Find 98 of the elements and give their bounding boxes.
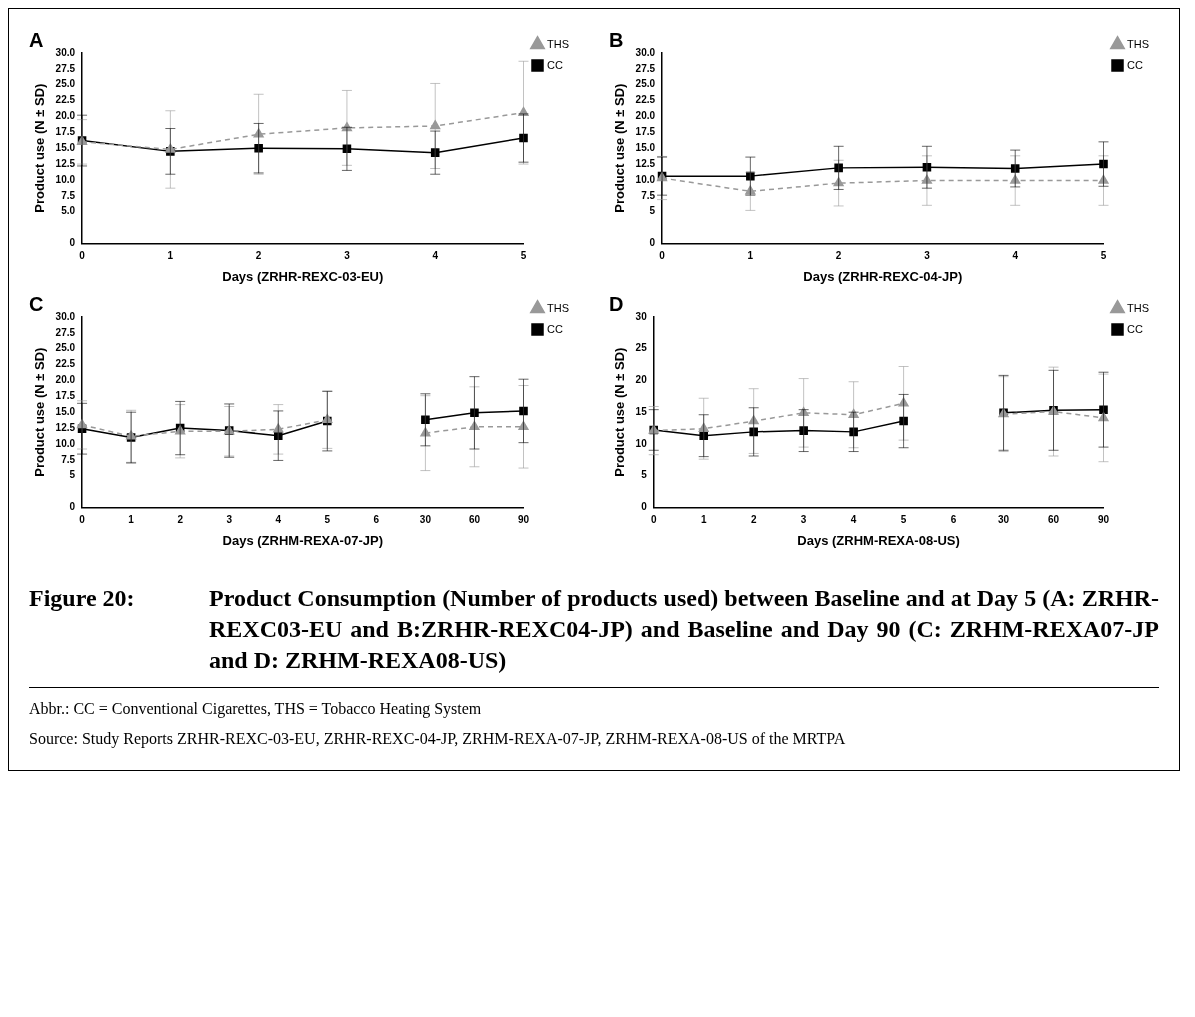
x-tick-label: 1 — [167, 250, 174, 262]
y-tick-label: 20.0 — [635, 110, 656, 122]
chart-title: D — [609, 292, 624, 315]
legend-label: CC — [547, 58, 563, 71]
y-tick-label: 17.5 — [55, 126, 76, 138]
x-axis-title: Days (ZRHR-REXC-03-EU) — [222, 268, 384, 284]
x-tick-label: 60 — [468, 514, 481, 526]
chart-title: B — [609, 28, 624, 51]
y-tick-label: 10.0 — [55, 437, 76, 449]
chart-title: C — [29, 292, 44, 315]
caption: Figure 20: — [29, 584, 136, 613]
y-tick-label: 20.0 — [55, 110, 76, 122]
y-tick-label: 30.0 — [55, 310, 76, 322]
y-axis-title: Product use (N ± SD) — [32, 83, 48, 213]
x-tick-label: 90 — [1097, 514, 1110, 526]
y-tick-label: 5.0 — [61, 205, 76, 217]
legend-label: THS — [1127, 37, 1149, 50]
x-tick-label: 4 — [432, 250, 439, 262]
x-tick-label: 30 — [997, 514, 1010, 526]
x-tick-label: 5 — [520, 250, 527, 262]
x-axis-title: Days (ZRHM-REXA-08-US) — [797, 532, 960, 548]
y-tick-label: 25.0 — [55, 78, 76, 90]
y-tick-label: 5 — [69, 469, 76, 481]
legend-label: CC — [547, 322, 563, 335]
y-axis-title: Product use (N ± SD) — [612, 347, 628, 477]
x-tick-label: 2 — [177, 514, 184, 526]
y-tick-label: 7.5 — [61, 453, 76, 465]
legend-label: CC — [1127, 58, 1143, 71]
y-tick-label: 10 — [635, 437, 648, 449]
y-tick-label: 7.5 — [641, 189, 656, 201]
source-note: Source: Study Reports ZRHR-REXC-03-EU, ZRHR-REXC-04-JP, ZRHM-REXA-07-JP, ZRHM-REXA-08-US of the MRTPA — [29, 729, 847, 748]
x-tick-label: 1 — [128, 514, 135, 526]
y-tick-label: 10.0 — [635, 173, 656, 185]
x-tick-label: 3 — [924, 250, 931, 262]
legend-label: CC — [1127, 322, 1143, 335]
x-tick-label: 3 — [344, 250, 351, 262]
x-tick-label: 6 — [950, 514, 957, 526]
y-tick-label: 25.0 — [55, 342, 76, 354]
x-tick-label: 2 — [255, 250, 262, 262]
y-tick-label: 22.5 — [55, 358, 76, 370]
chart-title: A — [29, 28, 44, 51]
y-tick-label: 27.5 — [55, 62, 76, 74]
y-tick-label: 30.0 — [55, 46, 76, 58]
legend-label: THS — [547, 301, 569, 314]
y-tick-label: 0 — [641, 501, 648, 513]
y-tick-label: 12.5 — [635, 157, 656, 169]
y-tick-label: 25 — [635, 342, 648, 354]
y-tick-label: 20.0 — [55, 374, 76, 386]
x-tick-label: 3 — [226, 514, 233, 526]
y-tick-label: 17.5 — [635, 126, 656, 138]
y-tick-label: 17.5 — [55, 390, 76, 402]
y-tick-label: 10.0 — [55, 173, 76, 185]
y-tick-label: 22.5 — [635, 94, 656, 106]
x-tick-label: 4 — [275, 514, 282, 526]
text: Product Consumption (Number of products used) between Baseline and at Day 5 (A: ZRHR-REXC03-EU and B:ZRHR-REXC04-JP) and Baseline and Day 90 (C: ZRHM-REXA07-JP and D: ZRHM-REXA08-US) — [209, 584, 1159, 676]
text: Abbr.: CC = Conventional Cigarettes, THS = Tobacco Heating System — [29, 699, 483, 718]
x-tick-label: 5 — [1100, 250, 1107, 262]
y-tick-label: 7.5 — [61, 189, 76, 201]
x-tick-label: 2 — [835, 250, 842, 262]
y-tick-label: 27.5 — [635, 62, 656, 74]
x-tick-label: 2 — [750, 514, 757, 526]
y-tick-label: 12.5 — [55, 421, 76, 433]
y-tick-label: 0 — [649, 237, 656, 249]
y-tick-label: 30.0 — [635, 46, 656, 58]
y-tick-label: 5 — [641, 469, 648, 481]
x-tick-label: 1 — [700, 514, 707, 526]
x-axis-title: Days (ZRHM-REXA-07-JP) — [222, 532, 383, 548]
y-tick-label: 20 — [635, 374, 648, 386]
y-tick-label: 5 — [649, 205, 656, 217]
y-axis-title: Product use (N ± SD) — [612, 83, 628, 213]
y-tick-label: 0 — [69, 501, 76, 513]
legend-label: THS — [547, 37, 569, 50]
x-tick-label: 60 — [1047, 514, 1060, 526]
x-tick-label: 5 — [324, 514, 331, 526]
y-tick-label: 25.0 — [635, 78, 656, 90]
y-tick-label: 30 — [635, 310, 648, 322]
x-tick-label: 4 — [850, 514, 857, 526]
y-tick-label: 22.5 — [55, 94, 76, 106]
x-tick-label: 90 — [517, 514, 530, 526]
y-tick-label: 12.5 — [55, 157, 76, 169]
x-tick-label: 1 — [747, 250, 754, 262]
y-tick-label: 27.5 — [55, 326, 76, 338]
legend-label: THS — [1127, 301, 1149, 314]
x-tick-label: 4 — [1012, 250, 1019, 262]
x-axis-title: Days (ZRHR-REXC-04-JP) — [803, 268, 963, 284]
x-tick-label: 30 — [419, 514, 432, 526]
y-axis-title: Product use (N ± SD) — [32, 347, 48, 477]
y-tick-label: 15 — [635, 405, 648, 417]
y-tick-label: 15.0 — [55, 405, 76, 417]
x-tick-label: 5 — [900, 514, 907, 526]
y-tick-label: 15.0 — [635, 141, 656, 153]
x-tick-label: 6 — [373, 514, 380, 526]
y-tick-label: 0 — [69, 237, 76, 249]
x-tick-label: 0 — [79, 250, 86, 262]
x-tick-label: 0 — [79, 514, 86, 526]
y-tick-label: 15.0 — [55, 141, 76, 153]
x-tick-label: 3 — [800, 514, 807, 526]
x-tick-label: 0 — [659, 250, 666, 262]
